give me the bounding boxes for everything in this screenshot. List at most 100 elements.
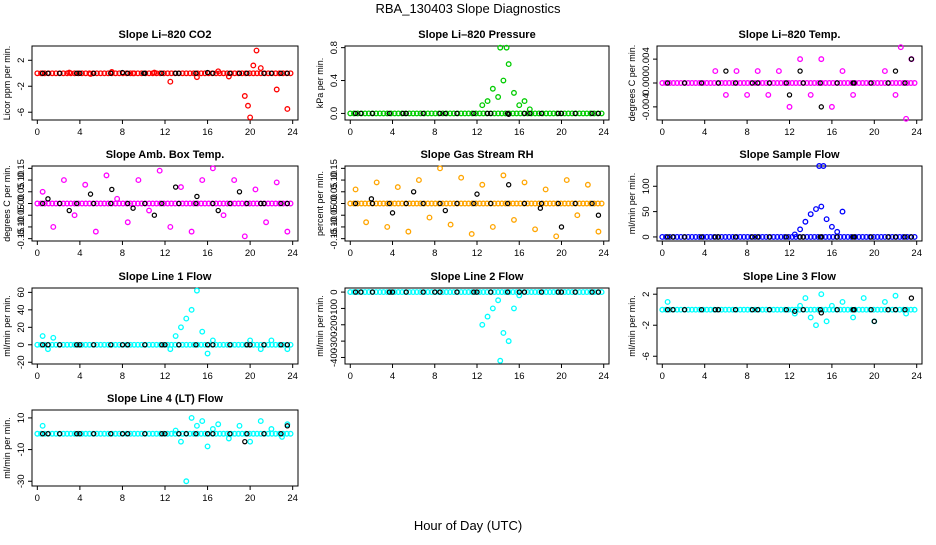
y-axis-label: ml/min per min. [627, 173, 637, 235]
y-tick-label: 0 [641, 234, 652, 239]
y-tick-label: -10 [16, 443, 27, 457]
data-point [703, 80, 710, 86]
data-point [60, 430, 67, 437]
data-point [532, 110, 539, 117]
data-point [718, 233, 725, 240]
data-point [484, 289, 490, 296]
data-point [194, 200, 201, 207]
reference-point [537, 205, 544, 211]
data-point [659, 233, 666, 240]
data-point [535, 200, 542, 207]
data-point [178, 324, 184, 331]
data-point [101, 70, 108, 77]
data-point [116, 341, 123, 348]
plot-frame [656, 165, 923, 242]
x-tick-label: 4 [77, 248, 82, 259]
x-tick-label: 8 [432, 127, 437, 138]
x-tick-label: 16 [202, 371, 213, 382]
data-point [391, 289, 398, 296]
data-point [183, 478, 190, 485]
reference-point [484, 110, 491, 117]
reference-point [261, 431, 267, 437]
reference-point [766, 234, 773, 240]
data-point [553, 233, 560, 240]
reference-point [261, 342, 267, 348]
data-point [495, 110, 502, 117]
reference-point [39, 200, 46, 207]
data-point [380, 110, 387, 117]
reference-point [902, 234, 908, 240]
data-point [131, 430, 138, 437]
data-point [276, 341, 283, 348]
data-point [373, 110, 380, 117]
x-tick-label: 16 [827, 371, 838, 382]
data-point [354, 110, 361, 117]
reference-point [834, 234, 840, 240]
reference-point [125, 70, 131, 76]
reference-point [73, 431, 80, 437]
reference-point [244, 431, 250, 437]
data-point [700, 80, 707, 86]
x-tick-label: 8 [120, 127, 125, 138]
data-point [860, 295, 867, 302]
data-point [892, 292, 899, 299]
data-point [580, 200, 587, 207]
y-tick-label: 100 [641, 178, 652, 194]
data-point [257, 430, 264, 437]
reference-point [488, 200, 494, 207]
data-point [272, 341, 279, 348]
data-point [726, 306, 733, 313]
data-point [127, 200, 134, 207]
reference-point [732, 80, 739, 86]
y-tick-label: 0.8 [329, 41, 340, 54]
data-point [71, 430, 78, 437]
data-point [245, 102, 251, 109]
data-point [105, 430, 112, 437]
data-point [351, 289, 357, 296]
data-point [365, 110, 372, 117]
reference-point [227, 431, 233, 437]
data-point [268, 426, 275, 432]
data-point [837, 80, 844, 86]
reference-point [91, 200, 97, 207]
data-point [807, 211, 814, 218]
data-point [413, 289, 420, 296]
data-point [583, 200, 590, 207]
data-point [183, 315, 190, 322]
reference-point [505, 111, 512, 117]
data-point [458, 174, 465, 181]
data-point [797, 302, 804, 309]
data-point [521, 98, 528, 105]
data-point [813, 322, 819, 329]
data-point [405, 228, 412, 235]
reference-point [142, 431, 148, 437]
data-point [511, 305, 517, 312]
y-tick-label: 50 [641, 206, 652, 217]
data-point [674, 80, 681, 86]
reference-point [389, 210, 396, 216]
data-point [703, 233, 710, 240]
data-point [216, 200, 223, 207]
y-tick-label: 0.15 [329, 159, 340, 178]
data-point [254, 430, 260, 437]
reference-point [87, 191, 94, 197]
reference-point [555, 110, 562, 117]
data-point [138, 200, 145, 207]
data-point [246, 430, 253, 437]
data-point [131, 341, 138, 348]
data-point [484, 98, 491, 105]
x-tick-label: 0 [660, 371, 665, 382]
reference-point [595, 289, 602, 295]
x-tick-label: 20 [556, 371, 567, 382]
reference-point [56, 70, 63, 76]
data-point [79, 200, 85, 207]
data-point [34, 200, 41, 207]
reference-point [45, 342, 51, 348]
data-point [532, 200, 539, 207]
data-point [774, 233, 781, 240]
data-point [500, 172, 507, 179]
data-point [138, 341, 145, 348]
data-point [752, 80, 758, 86]
reference-point [558, 224, 565, 230]
x-tick-label: 24 [911, 371, 922, 382]
